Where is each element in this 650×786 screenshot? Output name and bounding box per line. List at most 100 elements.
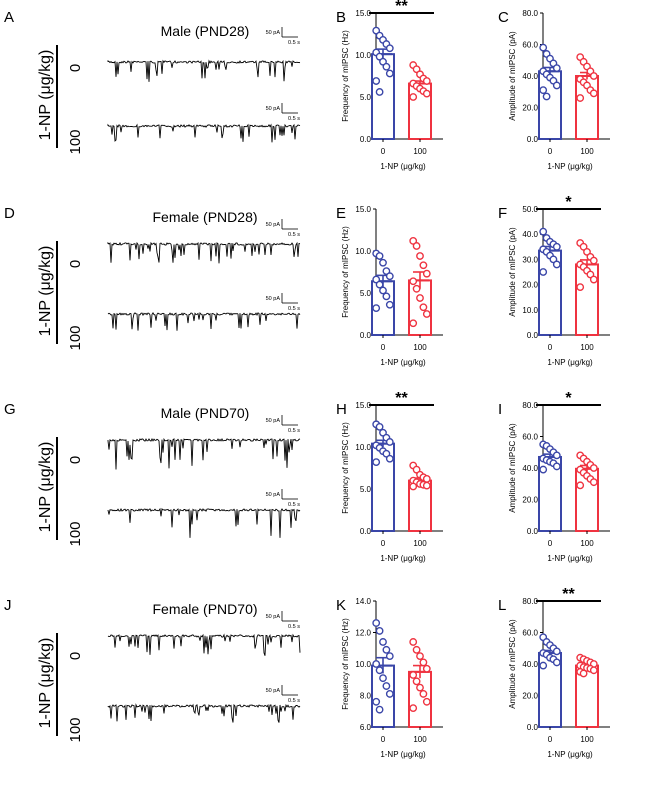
data-point bbox=[375, 666, 384, 675]
data-point bbox=[412, 677, 421, 686]
y-tick-label: 15.0 bbox=[355, 205, 371, 214]
data-point bbox=[385, 300, 394, 309]
significance-marker: ** bbox=[395, 390, 408, 407]
data-point bbox=[385, 272, 394, 281]
scale-bar-time-label: 0.5 s bbox=[288, 306, 300, 312]
data-point bbox=[379, 674, 387, 683]
data-point bbox=[576, 481, 585, 490]
bar-chart-I: 0.0 20.0 40.0 60.0 80.0 Amplitude of mIPSC (p… bbox=[508, 390, 610, 563]
bar-chart-L: 0.0 20.0 40.0 60.0 80.0 Amplitude of mIPSC (p… bbox=[508, 586, 610, 759]
data-point bbox=[576, 283, 585, 292]
data-point bbox=[412, 242, 421, 250]
data-point bbox=[589, 72, 598, 80]
data-point bbox=[589, 478, 598, 487]
data-point bbox=[385, 652, 394, 661]
scale-bar-amplitude-label: 50 pA bbox=[266, 492, 281, 498]
scale-bar-amplitude-label: 50 pA bbox=[266, 418, 281, 424]
data-point bbox=[372, 697, 381, 706]
data-point bbox=[589, 275, 598, 284]
scale-bar-amplitude-label: 50 pA bbox=[266, 296, 281, 302]
y-tick-label: 5.0 bbox=[360, 289, 372, 298]
x-tick-label: 0 bbox=[381, 343, 386, 352]
y-tick-label: 5.0 bbox=[360, 93, 372, 102]
x-axis-label: 1-NP (μg/kg) bbox=[380, 554, 426, 563]
mipsc-trace-control bbox=[107, 241, 301, 264]
data-point bbox=[419, 658, 428, 667]
dose-label-0: 0 bbox=[67, 456, 84, 464]
data-point bbox=[416, 252, 424, 260]
data-point bbox=[419, 690, 428, 698]
x-axis-label: 1-NP (μg/kg) bbox=[547, 358, 593, 367]
y-tick-label: 0.0 bbox=[360, 331, 372, 340]
data-point bbox=[372, 660, 381, 668]
data-point bbox=[552, 451, 561, 460]
data-point bbox=[409, 671, 418, 679]
y-tick-label: 40.0 bbox=[522, 230, 538, 239]
data-point bbox=[422, 664, 431, 673]
y-tick-label: 60.0 bbox=[522, 41, 538, 50]
mipsc-trace-treated bbox=[107, 703, 301, 723]
scale-bar-amplitude-label: 50 pA bbox=[266, 30, 281, 36]
y-axis-label: Frequency of mIPSC (Hz) bbox=[341, 422, 350, 514]
y-axis-label: Amplitude of mIPSC (pA) bbox=[508, 423, 517, 513]
y-axis-label: Amplitude of mIPSC (pA) bbox=[508, 619, 517, 709]
mipsc-trace-treated bbox=[107, 507, 301, 538]
panel-letter: B bbox=[336, 9, 346, 26]
bar-chart-C: 0.0 20.0 40.0 60.0 80.0 Amplitude of mIPSC (p… bbox=[508, 9, 610, 171]
trace-title: Male (PND28) bbox=[161, 23, 250, 39]
x-tick-label: 100 bbox=[413, 735, 427, 744]
data-point bbox=[539, 43, 548, 52]
panel-letter: I bbox=[498, 401, 502, 418]
data-point bbox=[379, 638, 387, 646]
data-point bbox=[375, 422, 384, 431]
data-point bbox=[385, 690, 394, 698]
bar-chart-H: 0.0 5.0 10.0 15.0 Frequency of mIPSC (Hz) 1-N… bbox=[341, 390, 443, 563]
scale-bar-time-label: 0.5 s bbox=[288, 624, 300, 630]
mipsc-trace-control bbox=[107, 633, 301, 656]
dose-label-100: 100 bbox=[67, 129, 84, 154]
dose-label-100: 100 bbox=[67, 717, 84, 742]
y-tick-label: 0.0 bbox=[527, 135, 539, 144]
x-tick-label: 0 bbox=[381, 147, 386, 156]
data-point bbox=[409, 319, 418, 328]
panel-letter: A bbox=[4, 9, 14, 26]
y-tick-label: 60.0 bbox=[522, 433, 538, 442]
data-point bbox=[409, 638, 418, 646]
trace-title: Male (PND70) bbox=[161, 405, 250, 421]
significance-marker: * bbox=[565, 194, 572, 211]
data-point bbox=[382, 62, 391, 71]
scale-bar-time-label: 0.5 s bbox=[288, 40, 300, 46]
x-tick-label: 100 bbox=[413, 343, 427, 352]
scale-bar-time-label: 0.5 s bbox=[288, 502, 300, 508]
data-point bbox=[579, 669, 588, 678]
data-point bbox=[422, 89, 431, 98]
data-point bbox=[375, 280, 384, 289]
dose-label-0: 0 bbox=[67, 64, 84, 72]
panel-letter: L bbox=[498, 597, 506, 614]
significance-marker: ** bbox=[562, 586, 575, 603]
data-point bbox=[382, 682, 391, 690]
y-tick-label: 0.0 bbox=[360, 135, 372, 144]
data-point bbox=[422, 269, 431, 278]
x-tick-label: 100 bbox=[580, 343, 594, 352]
data-point bbox=[375, 252, 384, 260]
y-tick-label: 15.0 bbox=[355, 9, 371, 18]
panel-letter: E bbox=[336, 205, 346, 222]
x-tick-label: 0 bbox=[381, 539, 386, 548]
y-axis-label: Frequency of mIPSC (Hz) bbox=[341, 30, 350, 122]
data-point bbox=[372, 304, 381, 313]
data-point bbox=[416, 652, 424, 661]
panel-letter: K bbox=[336, 597, 346, 614]
data-point bbox=[412, 284, 421, 293]
y-tick-label: 6.0 bbox=[360, 723, 372, 732]
y-tick-label: 15.0 bbox=[355, 401, 371, 410]
dose-group-label: 1-NP (μg/kg) bbox=[37, 50, 54, 141]
y-tick-label: 5.0 bbox=[360, 485, 372, 494]
scale-bar-amplitude-label: 50 pA bbox=[266, 106, 281, 112]
scale-bar-time-label: 0.5 s bbox=[288, 698, 300, 704]
y-tick-label: 12.0 bbox=[355, 629, 371, 638]
dose-label-0: 0 bbox=[67, 260, 84, 268]
dose-group-label: 1-NP (μg/kg) bbox=[37, 638, 54, 729]
y-tick-label: 80.0 bbox=[522, 9, 538, 18]
